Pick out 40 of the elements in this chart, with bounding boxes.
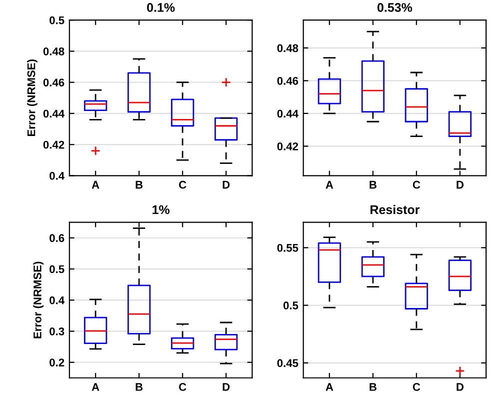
y-tick-label: 0.6 (50, 234, 64, 242)
y-tick-label: 0.46 (277, 76, 298, 85)
x-tick-label: D (222, 383, 230, 391)
y-tick-label: 0.4 (50, 172, 65, 180)
x-tick-label: B (370, 383, 376, 391)
x-tick-label: B (136, 180, 143, 189)
x-tick-label: C (412, 180, 420, 189)
chart-title: 1% (152, 205, 170, 214)
y-tick-label: 0.45 (277, 359, 298, 368)
y-axis-title: Error (NRMSE) (27, 60, 38, 136)
x-tick-label: D (456, 180, 464, 189)
x-tick-label: A (326, 383, 334, 391)
y-tick-label: 0.48 (277, 44, 298, 52)
y-tick-label: 0.5 (283, 302, 298, 310)
chart-title: 0.1% (147, 3, 175, 12)
y-tick-label: 0.42 (277, 142, 298, 150)
x-tick-label: C (412, 383, 420, 391)
y-tick-label: 0.48 (43, 47, 64, 56)
y-tick-label: 0.42 (43, 140, 64, 149)
x-tick-label: A (326, 180, 334, 189)
y-tick-label: 0.46 (43, 78, 64, 86)
chart-title: Resistor (370, 204, 420, 214)
x-tick-label: C (179, 383, 186, 391)
y-tick-label: 0.3 (50, 327, 64, 336)
x-tick-label: A (92, 383, 100, 391)
y-tick-label: 0.5 (50, 16, 64, 24)
y-tick-label: 0.4 (50, 296, 65, 304)
x-tick-label: D (222, 180, 230, 189)
y-tick-label: 0.55 (277, 244, 298, 252)
y-tick-label: 0.44 (277, 110, 298, 118)
x-tick-label: C (179, 180, 186, 189)
y-tick-label: 0.5 (50, 265, 64, 274)
x-tick-label: D (456, 383, 464, 391)
y-tick-label: 0.44 (43, 110, 65, 118)
x-tick-label: A (92, 180, 100, 189)
chart-title: 0.53% (377, 3, 412, 12)
x-tick-label: B (136, 383, 143, 391)
y-axis-title: Error (NRMSE) (33, 262, 44, 338)
x-tick-label: B (370, 180, 376, 189)
y-tick-label: 0.2 (50, 358, 64, 366)
